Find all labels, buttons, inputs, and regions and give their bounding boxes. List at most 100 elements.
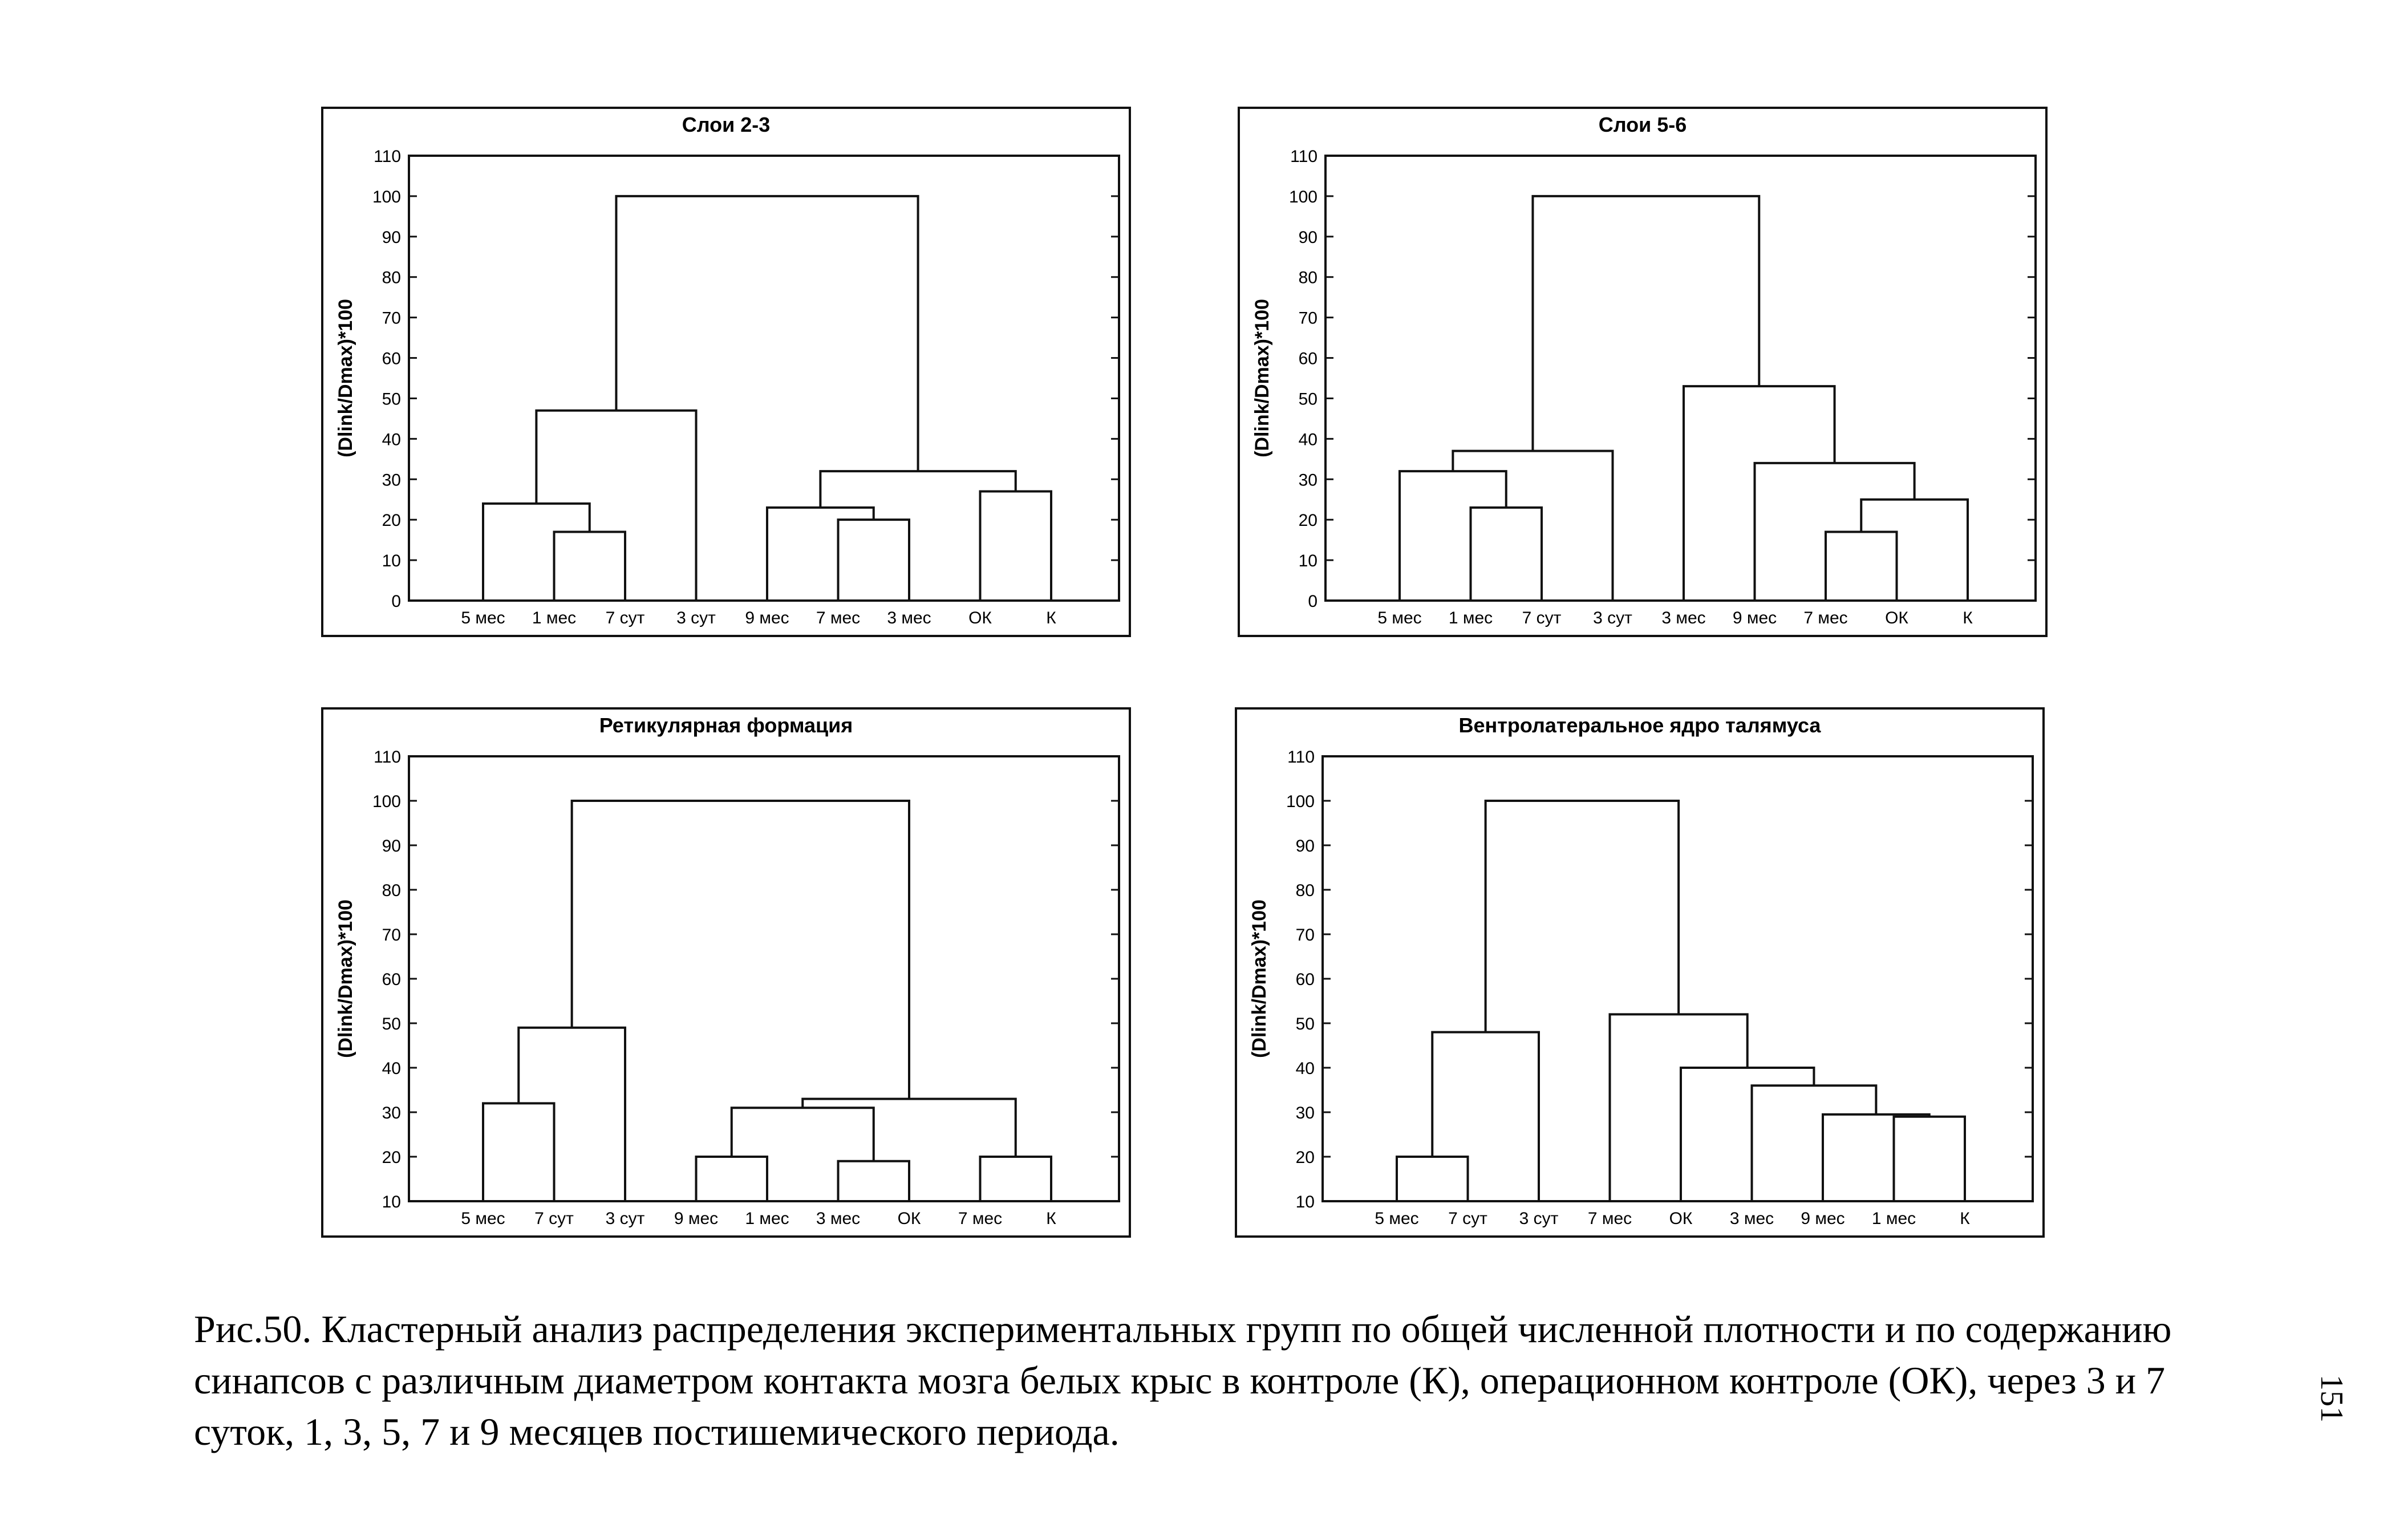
dendrogram-svg: Слои 2-3 (Dlink/Dmax)*100 0 10 20 30 40 50 60 70 8… [335,113,1120,627]
cluster-link [1531,194,1761,451]
y-tick-label: 100 [372,792,401,811]
y-tick-label: 20 [382,1148,401,1167]
cluster-link [1892,1115,1966,1201]
chart-title: Ретикулярная формация [599,714,853,737]
cluster-link [1608,1013,1749,1201]
cluster-link [1452,449,1614,601]
chart-title: Вентролатеральное ядро талямуса [1459,714,1822,737]
page-number: 151 [2314,1375,2349,1423]
leaf-label: 7 сут [1522,609,1562,627]
leaf-label: 3 мес [816,1209,860,1228]
leaf-label: 3 сут [1519,1209,1559,1228]
leaf-label: 7 мес [1803,609,1847,627]
leaf-label: 7 сут [606,609,645,627]
y-tick-label: 60 [382,350,401,368]
y-tick-label: 20 [382,511,401,530]
cluster-link [1398,470,1507,601]
cluster-link [1396,1156,1469,1201]
cluster-link [1484,800,1680,1032]
leaf-label: К [1046,1209,1056,1228]
y-tick-label: 70 [1299,309,1317,328]
cluster-link [482,502,591,601]
cluster-link [979,490,1052,601]
leaf-label: ОК [898,1209,921,1228]
y-tick-label: 60 [382,970,401,989]
leaf-label: 9 мес [1801,1209,1844,1228]
leaf-label: 5 мес [461,609,505,627]
cluster-link [1825,530,1898,601]
leaf-label: 7 сут [1448,1209,1487,1228]
leaf-label: 7 мес [1588,1209,1632,1228]
leaf-label: 5 мес [461,1209,505,1228]
y-tick-label: 30 [1296,1104,1315,1122]
y-tick-label: 50 [1299,390,1317,408]
leaf-label: 5 мес [1377,609,1421,627]
chart-panel-layers-5-6: Слои 5-6 (Dlink/Dmax)*100 0 10 20 30 40 50 60 70 8… [1238,107,2048,637]
leaf-label: 7 сут [534,1209,574,1228]
y-tick-label: 10 [1296,1193,1315,1211]
leaf-label: 1 мес [1872,1209,1916,1228]
cluster-link [730,1107,875,1161]
dendrogram-svg: Ретикулярная формация (Dlink/Dmax)*100 10 2… [335,714,1120,1228]
cluster-link [517,1026,626,1201]
cluster-link [535,409,698,601]
cluster-link [819,470,1017,508]
y-tick-label: 110 [1290,147,1317,166]
y-tick-label: 110 [1287,748,1315,767]
y-tick-label: 80 [382,881,401,900]
y-tick-label: 30 [382,471,401,489]
y-tick-label: 90 [1296,837,1315,856]
leaf-label: ОК [1669,1209,1693,1228]
leaf-label: К [1963,609,1973,627]
y-tick-label: 20 [1299,511,1317,530]
y-tick-label: 40 [1299,430,1317,449]
y-tick-label: 70 [1296,926,1315,945]
y-tick-label: 90 [382,228,401,247]
y-tick-label: 90 [382,837,401,856]
y-tick-label: 50 [382,1015,401,1034]
y-tick-label: 100 [1289,188,1317,206]
y-axis-label: (Dlink/Dmax)*100 [335,899,356,1058]
leaf-label: ОК [1885,609,1908,627]
y-tick-label: 30 [1299,471,1317,489]
cluster-link [553,530,626,601]
leaf-label: 9 мес [674,1209,718,1228]
y-tick-label: 80 [1299,269,1317,287]
plot-frame [408,755,1120,1202]
y-tick-label: 110 [374,748,401,767]
leaf-label: 9 мес [745,609,789,627]
cluster-link [1469,506,1543,601]
leaf-label: 9 мес [1733,609,1777,627]
y-axis-label: (Dlink/Dmax)*100 [335,299,356,457]
cluster-link [837,1160,910,1201]
cluster-link [837,518,910,601]
y-axis-label: (Dlink/Dmax)*100 [1251,299,1273,457]
chart-panel-thalamus-nucleus: Вентролатеральное ядро талямуса (Dlink/Dm… [1235,707,2045,1238]
leaf-label: К [1960,1209,1970,1228]
leaf-label: 1 мес [532,609,576,627]
figure-caption: Рис.50. Кластерный анализ распределения … [194,1307,2172,1453]
y-tick-label: 10 [382,1193,401,1211]
leaf-label: 3 мес [1661,609,1705,627]
y-tick-label: 40 [1296,1059,1315,1078]
leaf-label: 1 мес [1449,609,1493,627]
y-tick-label: 70 [382,309,401,328]
plot-frame [408,155,1120,602]
leaf-label: 3 мес [1730,1209,1774,1228]
y-tick-label: 70 [382,926,401,945]
y-axis-label: (Dlink/Dmax)*100 [1248,899,1270,1058]
cluster-link [766,506,875,601]
y-tick-label: 90 [1299,228,1317,247]
y-tick-label: 80 [382,269,401,287]
cluster-link [570,800,910,1099]
cluster-link [979,1156,1052,1201]
y-tick-label: 0 [391,592,401,611]
cluster-link [1680,1067,1815,1201]
leaf-label: К [1046,609,1056,627]
chart-panel-layers-2-3: Слои 2-3 (Dlink/Dmax)*100 0 10 20 30 40 50 60 70 8… [321,107,1131,637]
cluster-link [1431,1031,1540,1201]
plot-frame [1324,155,2037,602]
cluster-link [482,1102,556,1201]
dendrogram-svg: Вентролатеральное ядро талямуса (Dlink/Dm… [1248,714,2034,1228]
y-tick-label: 110 [374,147,401,166]
